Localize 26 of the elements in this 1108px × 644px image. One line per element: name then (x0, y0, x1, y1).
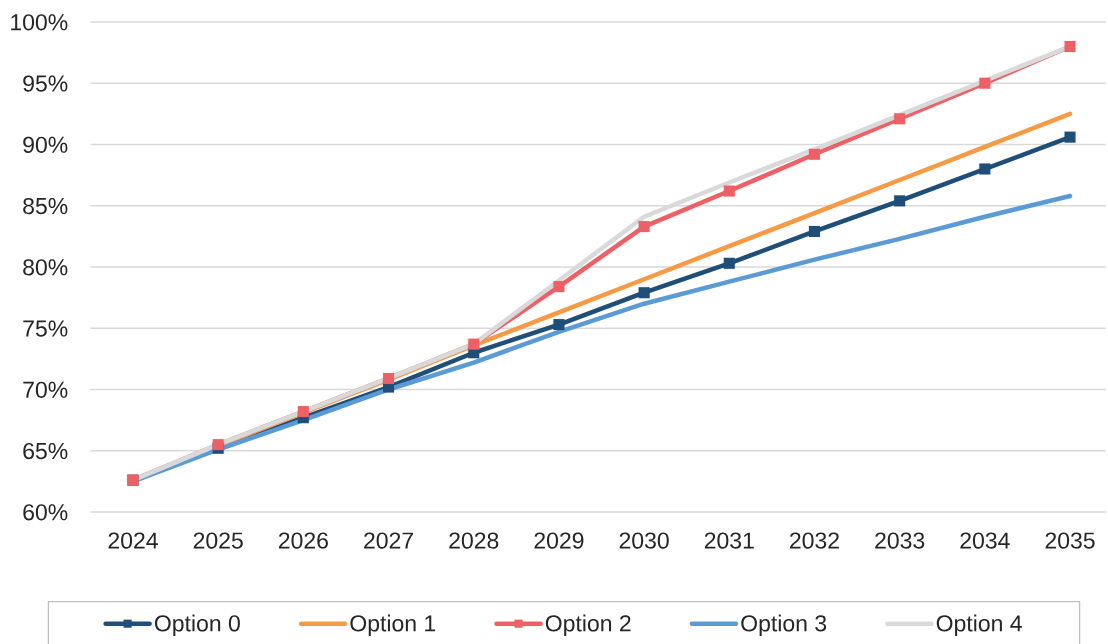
x-tick-label: 2032 (790, 532, 839, 549)
y-tick-label: 65% (23, 442, 68, 460)
y-tick-label: 90% (23, 136, 68, 153)
legend-label: Option 2 (545, 614, 631, 637)
x-tick-label: 2026 (278, 532, 328, 549)
legend-label: Option 0 (154, 614, 240, 637)
y-tick-label: 85% (23, 197, 68, 215)
x-tick-label: 2030 (619, 532, 669, 549)
x-tick-label: 2025 (193, 532, 243, 549)
x-tick-label: 2024 (108, 532, 158, 549)
y-tick-label: 100% (11, 14, 68, 31)
x-tick-label: 2031 (704, 532, 754, 549)
y-tick-label: 70% (23, 381, 68, 398)
x-tick-label: 2034 (960, 532, 1010, 549)
x-tick-label: 2035 (1045, 532, 1095, 549)
y-tick-label: 75% (23, 320, 68, 337)
x-tick-label: 2028 (449, 532, 499, 549)
y-tick-label: 95% (23, 75, 68, 92)
y-tick-label: 60% (23, 504, 68, 521)
legend-label: Option 4 (936, 614, 1022, 637)
legend-label: Option 3 (741, 614, 827, 637)
x-tick-label: 2029 (534, 532, 584, 549)
legend-label: Option 1 (350, 614, 436, 637)
y-tick-label: 80% (23, 259, 68, 276)
x-tick-label: 2027 (364, 532, 413, 549)
x-tick-label: 2033 (875, 532, 925, 549)
